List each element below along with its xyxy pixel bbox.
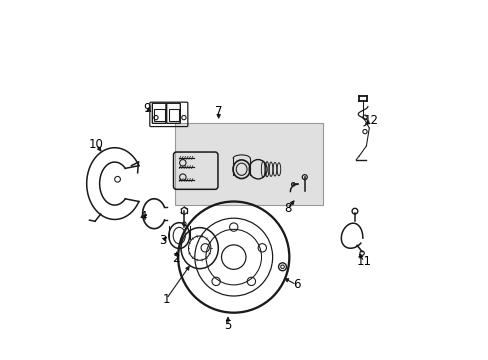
Text: 6: 6 xyxy=(292,278,300,291)
Text: 3: 3 xyxy=(159,234,166,247)
Bar xyxy=(174,123,323,205)
Text: 12: 12 xyxy=(363,114,377,127)
Text: 7: 7 xyxy=(215,105,222,118)
Bar xyxy=(154,109,164,121)
Text: 10: 10 xyxy=(88,138,103,150)
Text: 1: 1 xyxy=(162,293,170,306)
Text: 5: 5 xyxy=(224,319,231,332)
Text: 4: 4 xyxy=(140,210,147,223)
Text: 9: 9 xyxy=(143,103,150,116)
Text: 11: 11 xyxy=(356,255,371,268)
Text: 2: 2 xyxy=(172,252,180,265)
Bar xyxy=(168,109,179,121)
Text: 8: 8 xyxy=(283,202,291,215)
